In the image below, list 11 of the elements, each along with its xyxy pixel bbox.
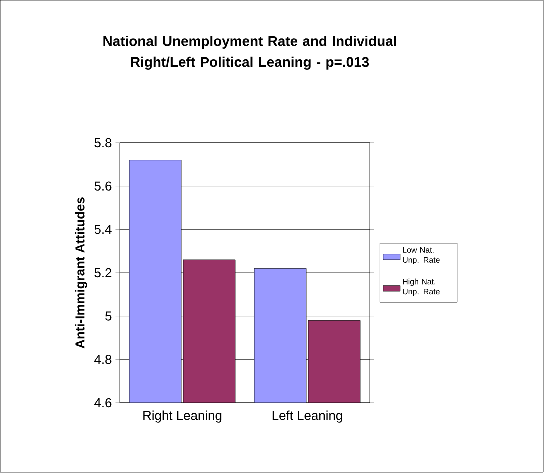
y-tick-label: 5.8: [94, 138, 112, 148]
y-tick-label: 5.6: [94, 182, 112, 191]
y-tick-label: 5.2: [94, 268, 112, 278]
x-tick-label: Right Leaning: [144, 410, 222, 423]
y-tick-label: 4.8: [94, 355, 112, 364]
y-tick-label: 5: [106, 312, 112, 321]
y-tick-label: 4.6: [94, 398, 112, 408]
x-tick-label: Left Leaning: [272, 410, 342, 423]
y-axis-title: Anti-Immigrant Attitudes: [75, 198, 88, 349]
chart-title: National Unemployment Rate and Individual Right/Left Political Leaning - p=.013: [104, 36, 396, 70]
y-tick-label: 5.4: [94, 225, 112, 234]
